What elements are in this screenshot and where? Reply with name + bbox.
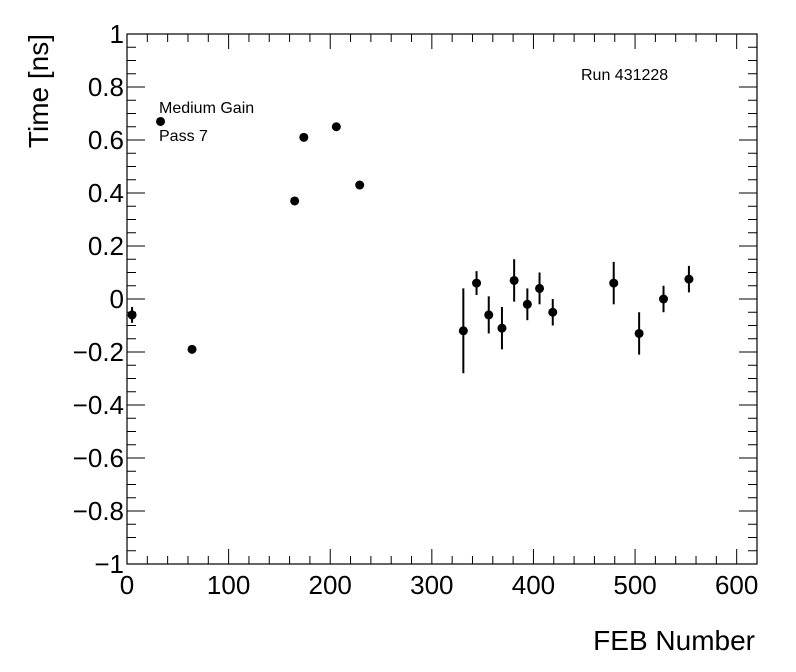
annotation-pass: Pass 7 <box>159 128 208 145</box>
data-point <box>290 196 300 206</box>
y-tick-label: 1 <box>110 19 124 49</box>
y-axis-title: Time [ns] <box>23 34 54 148</box>
point-marker <box>299 132 309 142</box>
point-marker <box>684 274 694 284</box>
data-point <box>684 265 694 293</box>
x-tick-label: 100 <box>207 570 250 600</box>
point-marker <box>290 196 300 206</box>
y-tick-label: −0.6 <box>73 443 124 473</box>
x-tick-label: 300 <box>410 570 453 600</box>
data-point <box>156 116 166 126</box>
data-point <box>299 132 309 142</box>
data-point <box>659 285 669 313</box>
annotation-gain: Medium Gain <box>159 100 254 117</box>
data-point <box>548 299 558 326</box>
point-marker <box>497 323 507 333</box>
point-marker <box>634 328 644 338</box>
annotation-run: Run 431228 <box>581 67 668 84</box>
data-point <box>331 122 341 132</box>
data-point <box>187 344 197 354</box>
point-marker <box>609 278 619 288</box>
data-point <box>127 306 137 323</box>
data-point <box>609 261 619 305</box>
x-axis-title: FEB Number <box>593 625 755 656</box>
data-point <box>497 306 507 350</box>
data-point <box>458 288 468 374</box>
data-point <box>535 272 545 305</box>
point-marker <box>548 307 558 317</box>
point-marker <box>509 275 519 285</box>
point-marker <box>458 326 468 336</box>
point-marker <box>522 299 532 309</box>
point-marker <box>659 294 669 304</box>
data-points <box>127 116 694 374</box>
point-marker <box>156 116 166 126</box>
point-marker <box>535 283 545 293</box>
data-point <box>509 259 519 302</box>
x-tick-label: 600 <box>715 570 758 600</box>
y-tick-label: −0.2 <box>73 337 124 367</box>
y-tick-label: −0.4 <box>73 390 124 420</box>
y-tick-label: −0.8 <box>73 496 124 526</box>
point-marker <box>187 344 197 354</box>
point-marker <box>484 310 494 320</box>
point-marker <box>355 180 365 190</box>
axis-tick-labels: 0 100 200 300 400 500 600 −1 −0.8 −0.6 −0.4 −0.2 0 0.… <box>73 19 759 600</box>
y-tick-label: 0.2 <box>88 231 124 261</box>
point-marker <box>127 310 137 320</box>
x-tick-label: 0 <box>120 570 134 600</box>
x-tick-label: 500 <box>613 570 656 600</box>
data-point <box>484 296 494 334</box>
point-marker <box>472 278 482 288</box>
y-tick-label: 0 <box>110 284 124 314</box>
y-tick-label: 0.6 <box>88 125 124 155</box>
data-point <box>355 180 365 190</box>
axis-ticks <box>126 33 758 565</box>
data-point <box>634 312 644 355</box>
y-tick-label: −1 <box>94 549 124 579</box>
y-tick-label: 0.4 <box>88 178 124 208</box>
x-tick-label: 200 <box>309 570 352 600</box>
data-point <box>522 288 532 321</box>
x-tick-label: 400 <box>512 570 555 600</box>
y-tick-label: 0.8 <box>88 72 124 102</box>
data-point <box>472 271 482 296</box>
point-marker <box>331 122 341 132</box>
